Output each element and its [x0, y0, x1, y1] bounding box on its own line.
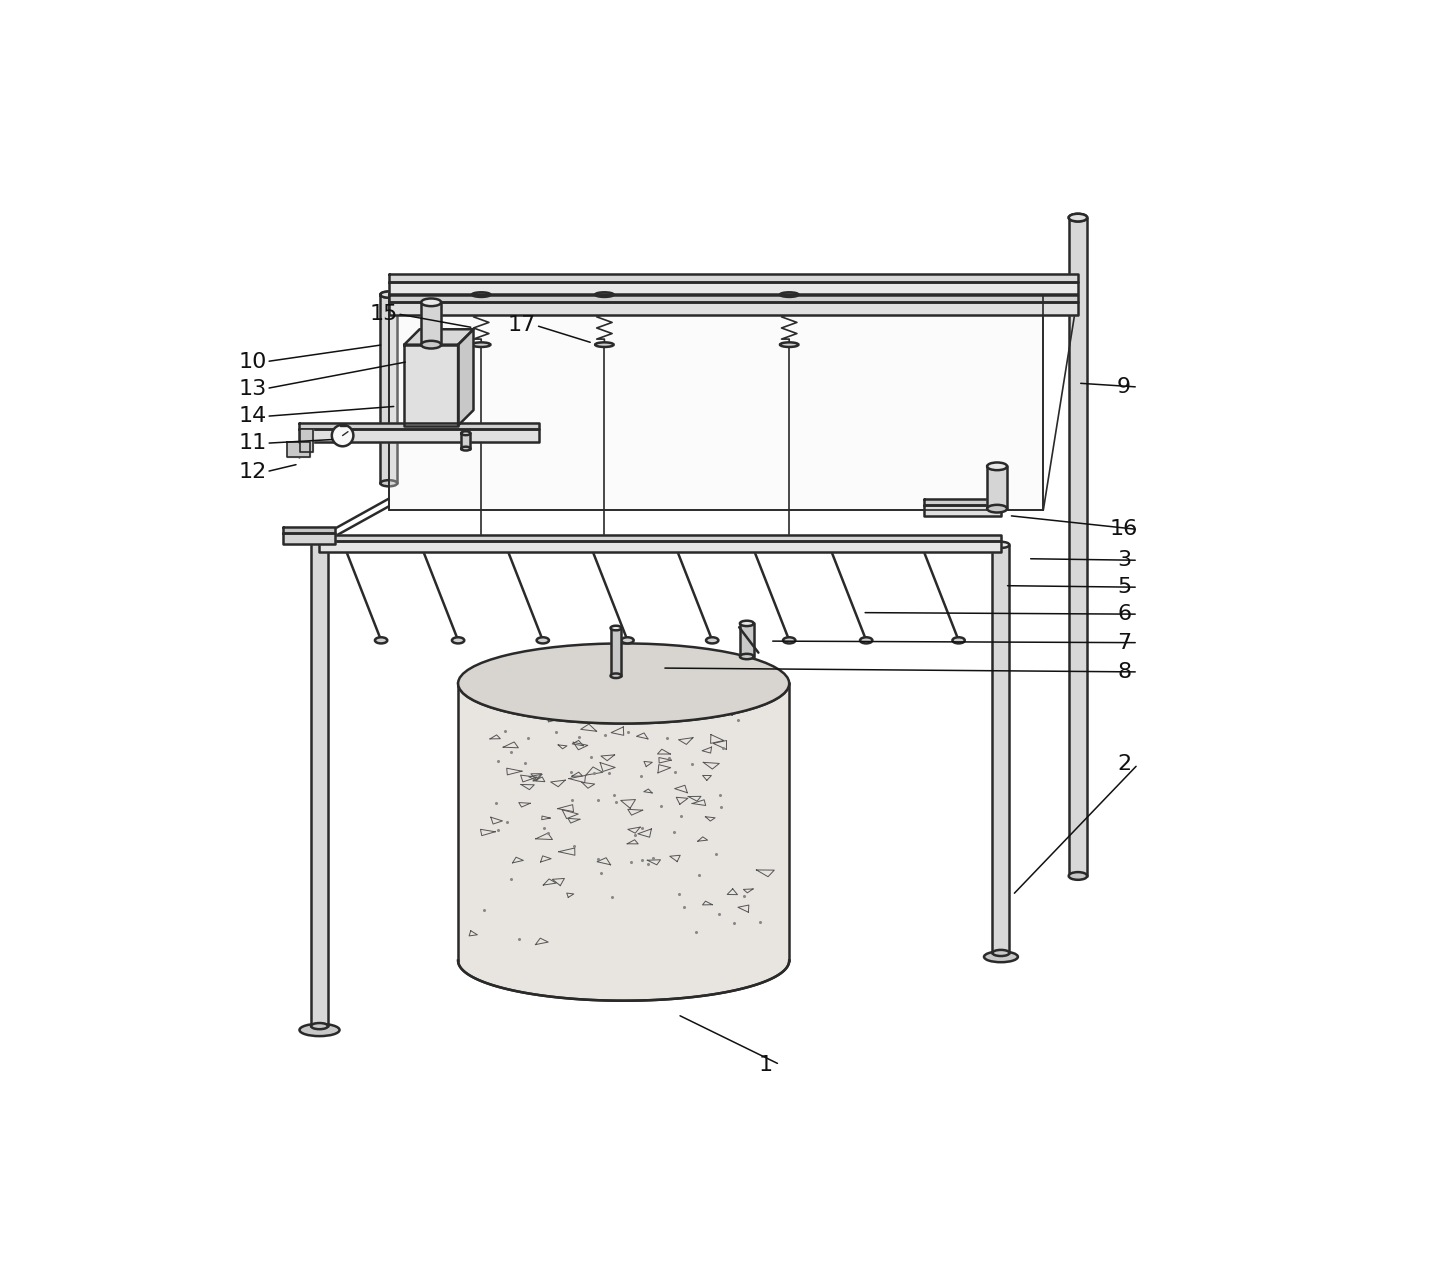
Polygon shape	[404, 330, 474, 345]
Text: 1: 1	[759, 1055, 774, 1074]
Polygon shape	[300, 430, 313, 453]
Polygon shape	[388, 294, 1043, 510]
Polygon shape	[388, 281, 1078, 294]
Polygon shape	[993, 545, 1010, 954]
Ellipse shape	[596, 293, 613, 297]
Polygon shape	[319, 535, 1001, 541]
Polygon shape	[461, 434, 471, 449]
Text: 6: 6	[1117, 604, 1132, 624]
Polygon shape	[287, 441, 310, 456]
Ellipse shape	[610, 673, 622, 678]
Text: 14: 14	[239, 406, 267, 426]
Polygon shape	[740, 624, 753, 657]
Ellipse shape	[984, 951, 1017, 962]
Polygon shape	[1069, 218, 1087, 876]
Polygon shape	[458, 330, 474, 426]
Text: 9: 9	[1117, 377, 1132, 397]
Ellipse shape	[300, 1023, 339, 1036]
Ellipse shape	[1069, 214, 1087, 222]
Text: 15: 15	[369, 304, 397, 323]
Polygon shape	[404, 345, 458, 426]
Polygon shape	[610, 628, 622, 676]
Polygon shape	[380, 294, 397, 483]
Ellipse shape	[312, 530, 327, 536]
Ellipse shape	[312, 1023, 327, 1030]
Text: 10: 10	[238, 351, 267, 372]
Polygon shape	[312, 534, 327, 1026]
Polygon shape	[388, 290, 1043, 294]
Ellipse shape	[452, 638, 464, 643]
Ellipse shape	[472, 342, 490, 347]
Text: 2: 2	[1117, 754, 1132, 775]
Ellipse shape	[596, 342, 613, 347]
Ellipse shape	[993, 950, 1010, 956]
Text: 17: 17	[509, 316, 536, 336]
Ellipse shape	[380, 292, 397, 298]
Ellipse shape	[461, 431, 471, 435]
Ellipse shape	[422, 341, 440, 349]
Ellipse shape	[380, 292, 397, 298]
Text: 13: 13	[239, 379, 267, 398]
Ellipse shape	[375, 638, 387, 643]
Ellipse shape	[610, 625, 622, 630]
Ellipse shape	[952, 638, 965, 643]
Ellipse shape	[987, 505, 1007, 512]
Ellipse shape	[740, 654, 753, 659]
Ellipse shape	[536, 638, 549, 643]
Polygon shape	[924, 498, 1001, 505]
Text: 8: 8	[1117, 662, 1132, 682]
Ellipse shape	[740, 621, 753, 626]
Polygon shape	[388, 302, 1078, 314]
Ellipse shape	[1069, 872, 1087, 880]
Ellipse shape	[458, 643, 790, 724]
Ellipse shape	[472, 293, 490, 297]
Text: 11: 11	[239, 434, 267, 453]
Ellipse shape	[780, 293, 798, 297]
Text: 7: 7	[1117, 633, 1132, 653]
Polygon shape	[987, 467, 1007, 508]
Text: 12: 12	[239, 462, 267, 482]
Ellipse shape	[461, 446, 471, 450]
Ellipse shape	[422, 298, 440, 306]
Ellipse shape	[993, 541, 1010, 548]
Ellipse shape	[332, 425, 354, 446]
Polygon shape	[458, 683, 790, 1000]
Ellipse shape	[782, 638, 796, 643]
Text: 3: 3	[1117, 550, 1132, 571]
Ellipse shape	[1069, 214, 1087, 222]
Polygon shape	[388, 274, 1078, 281]
Ellipse shape	[380, 481, 397, 487]
Ellipse shape	[622, 638, 633, 643]
Ellipse shape	[987, 463, 1007, 470]
Text: 16: 16	[1110, 520, 1139, 539]
Polygon shape	[422, 302, 440, 345]
Polygon shape	[319, 541, 1001, 552]
Ellipse shape	[861, 638, 872, 643]
Polygon shape	[298, 424, 539, 430]
Polygon shape	[284, 534, 335, 544]
Polygon shape	[284, 527, 335, 534]
Ellipse shape	[780, 342, 798, 347]
Text: 5: 5	[1117, 577, 1132, 597]
Polygon shape	[388, 294, 1078, 302]
Ellipse shape	[706, 638, 719, 643]
Polygon shape	[298, 430, 539, 441]
Polygon shape	[924, 505, 1001, 516]
